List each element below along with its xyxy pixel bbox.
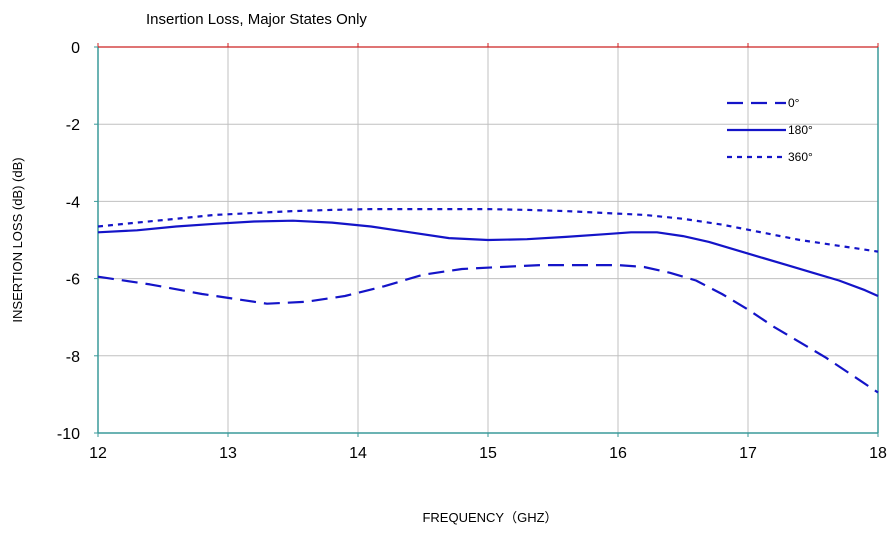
chart-title: Insertion Loss, Major States Only	[146, 11, 367, 28]
y-tick-label: -6	[66, 272, 80, 289]
y-tick-label: -4	[66, 194, 80, 211]
x-tick-label: 18	[869, 445, 887, 462]
series-line-2	[97, 208, 879, 253]
grid	[98, 47, 878, 433]
y-tick-labels: 0 -2 -4 -6 -8 -10	[57, 40, 80, 443]
x-tick-label: 14	[349, 445, 367, 462]
series-lines	[97, 208, 879, 394]
series-line-1	[97, 219, 879, 298]
plot-frame	[94, 43, 879, 437]
x-axis-label: FREQUENCY（GHZ）	[422, 510, 557, 525]
legend: 0° 180° 360°	[727, 96, 813, 164]
x-tick-label: 15	[479, 445, 497, 462]
series-line-0	[97, 264, 879, 394]
legend-label-2: 360°	[788, 150, 813, 164]
x-tick-label: 12	[89, 445, 107, 462]
y-tick-label: -10	[57, 426, 80, 443]
x-tick-label: 16	[609, 445, 627, 462]
y-tick-label: -8	[66, 349, 80, 366]
x-tick-labels: 12 13 14 15 16 17 18	[89, 445, 887, 462]
y-axis-label: INSERTION LOSS (dB) (dB)	[10, 157, 25, 322]
legend-label-1: 180°	[788, 123, 813, 137]
y-tick-label: -2	[66, 117, 80, 134]
legend-label-0: 0°	[788, 96, 800, 110]
x-tick-label: 17	[739, 445, 757, 462]
y-tick-label: 0	[71, 40, 80, 57]
x-tick-label: 13	[219, 445, 237, 462]
